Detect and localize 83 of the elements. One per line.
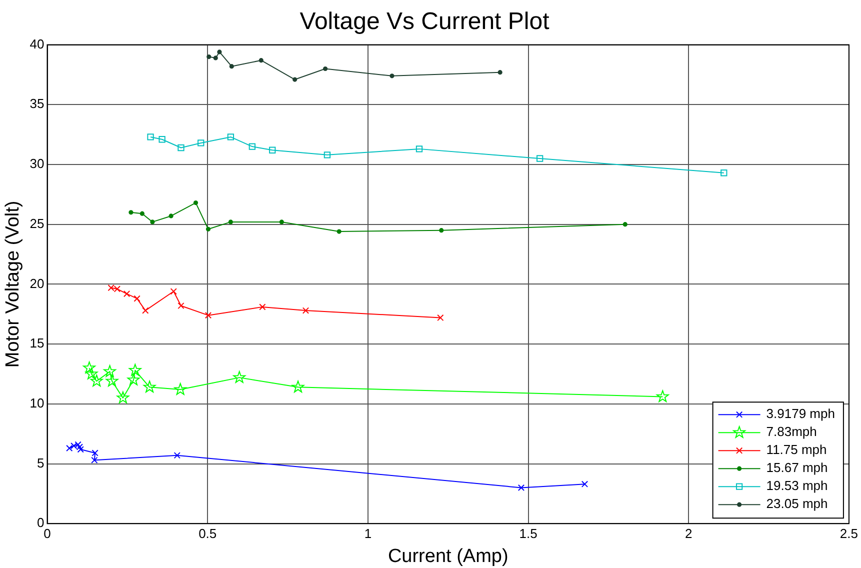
y-tick-label: 10 <box>30 395 44 410</box>
point <box>174 383 187 395</box>
point <box>213 56 218 60</box>
point <box>116 391 130 404</box>
point <box>622 222 628 227</box>
y-tick-label: 25 <box>30 216 44 231</box>
point <box>134 295 140 302</box>
point <box>229 64 234 69</box>
point <box>518 484 525 492</box>
point <box>279 220 284 224</box>
point <box>90 374 103 387</box>
point <box>158 136 166 143</box>
x-tick-label: 1 <box>364 526 372 541</box>
point <box>108 284 114 292</box>
point <box>150 220 155 224</box>
point <box>170 288 177 295</box>
point <box>140 211 144 216</box>
point <box>66 444 73 452</box>
point <box>178 144 184 152</box>
point <box>178 302 184 310</box>
point <box>147 134 154 140</box>
point <box>258 58 264 63</box>
point <box>206 226 211 232</box>
point <box>336 229 342 234</box>
point <box>193 200 198 206</box>
point <box>322 66 328 72</box>
point <box>292 77 298 82</box>
point <box>248 143 256 150</box>
legend-label: 19.53 mph <box>766 478 828 494</box>
point <box>174 452 180 459</box>
point <box>720 170 728 176</box>
point <box>104 365 116 377</box>
point <box>581 480 588 488</box>
point <box>168 214 174 218</box>
point <box>76 444 83 450</box>
point <box>127 373 140 386</box>
legend-label: 15.67 mph <box>766 460 828 476</box>
point <box>85 367 98 380</box>
point <box>106 374 118 387</box>
x-tick-label: 2 <box>685 526 692 541</box>
point <box>128 210 134 215</box>
point <box>439 228 444 233</box>
point <box>390 74 394 78</box>
point <box>292 380 304 392</box>
x-tick-label: 2.5 <box>840 526 858 541</box>
y-tick-label: 35 <box>30 96 44 112</box>
x-axis-title: Current (Amp) <box>388 546 508 567</box>
x-tick-label: 0.5 <box>198 526 217 541</box>
point <box>114 286 120 292</box>
point <box>227 134 234 140</box>
point <box>416 146 423 152</box>
point <box>498 70 502 75</box>
y-tick-label: 15 <box>30 336 44 351</box>
legend-label: 7.83mph <box>766 424 817 440</box>
point <box>204 312 212 319</box>
y-tick-label: 5 <box>37 455 44 470</box>
point <box>324 152 331 158</box>
legend-label: 3.9179 mph <box>766 406 835 422</box>
point <box>536 155 544 162</box>
y-tick-label: 0 <box>37 515 44 530</box>
chart-title: Voltage Vs Current Plot <box>300 8 550 36</box>
x-tick-label: 1.5 <box>519 526 538 541</box>
point <box>302 307 310 314</box>
point <box>656 390 669 402</box>
point <box>206 54 212 60</box>
point <box>83 361 96 374</box>
point <box>259 304 266 310</box>
point <box>198 140 204 146</box>
y-tick-label: 20 <box>30 276 44 291</box>
y-tick-label: 30 <box>30 156 44 172</box>
legend-label: 23.05 mph <box>766 496 828 512</box>
point <box>143 380 156 392</box>
point <box>233 371 246 383</box>
point <box>142 307 149 314</box>
point <box>123 290 130 298</box>
point <box>437 314 444 322</box>
point <box>217 50 222 54</box>
y-tick-label: 40 <box>30 36 44 52</box>
legend-label: 11.75 mph <box>766 442 827 458</box>
y-axis-title: Motor Voltage (Volt) <box>2 200 24 368</box>
point <box>128 364 142 376</box>
point <box>269 146 276 154</box>
point <box>228 220 233 224</box>
